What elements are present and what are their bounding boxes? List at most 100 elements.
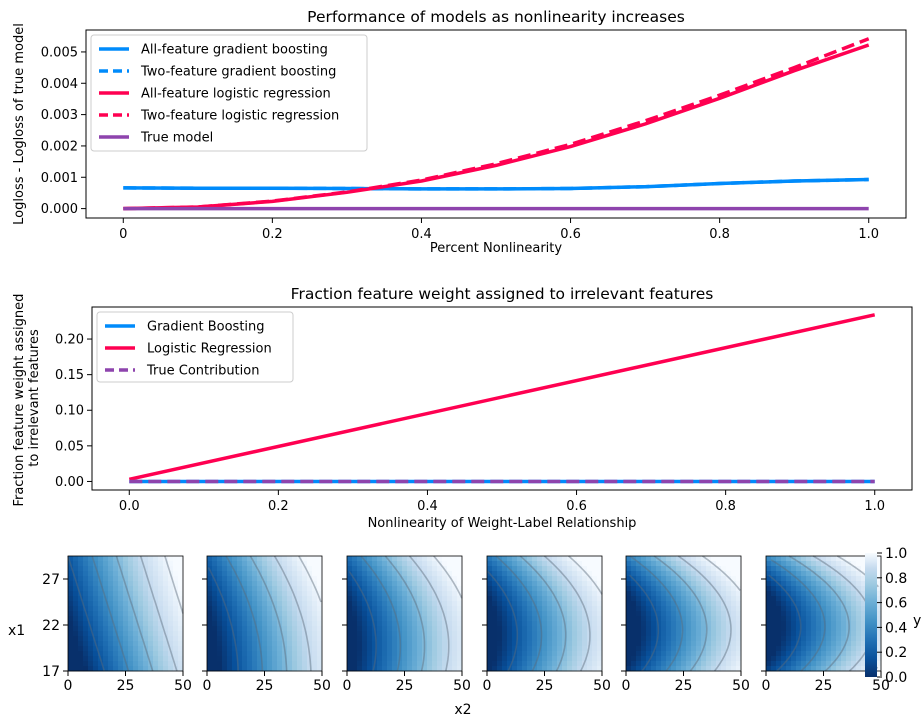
heatmap-cell <box>432 656 438 662</box>
heatmap-cell <box>252 611 258 617</box>
heatmap-cell <box>362 661 368 667</box>
heatmap-cell <box>178 636 184 642</box>
heatmap-cell <box>302 576 308 582</box>
heatmap-cell <box>582 616 588 622</box>
heatmap-cell <box>841 606 847 612</box>
colorbar-gradient <box>865 553 877 677</box>
heatmap-cell <box>686 621 692 627</box>
heatmap-cell <box>532 606 538 612</box>
heatmap-cell <box>148 651 154 657</box>
heatmap-cell <box>282 641 288 647</box>
heatmap-contour <box>770 559 826 672</box>
chart1-ytick-label: 0.001 <box>41 171 78 186</box>
heatmap-cell <box>806 646 812 652</box>
heatmap-cell <box>716 666 722 672</box>
heatmap-cell <box>297 556 303 562</box>
heatmap-cell <box>123 566 129 572</box>
heatmap-cell <box>826 631 832 637</box>
heatmap-cell <box>88 636 94 642</box>
heatmap-cell <box>771 596 777 602</box>
heatmap-cell <box>452 591 458 597</box>
heatmap-cell <box>841 591 847 597</box>
heatmap-cell <box>681 591 687 597</box>
heatmap-cell <box>163 571 169 577</box>
heatmap-cell <box>537 616 543 622</box>
heatmap-cell <box>143 636 149 642</box>
heatmap-cell <box>836 616 842 622</box>
heatmap-cell <box>731 661 737 667</box>
heatmap-cell <box>262 561 268 567</box>
heatmap-cell <box>407 561 413 567</box>
heatmap-cell <box>113 656 119 662</box>
heatmap-cell <box>73 576 79 582</box>
heatmap-cell <box>83 616 89 622</box>
heatmap-cell <box>636 626 642 632</box>
heatmap-cell <box>522 561 528 567</box>
heatmap-cell <box>776 556 782 562</box>
heatmap-cell <box>676 621 682 627</box>
heatmap-cell <box>138 656 144 662</box>
heatmap-cell <box>417 596 423 602</box>
heatmap-cell <box>292 581 298 587</box>
heatmap-cell <box>367 631 373 637</box>
heatmap-cell <box>382 646 388 652</box>
heatmap-cell <box>282 636 288 642</box>
heatmap-cell <box>681 571 687 577</box>
heatmap-cell <box>357 601 363 607</box>
heatmap-cell <box>118 636 124 642</box>
heatmap-cell <box>552 566 558 572</box>
heatmap-cell <box>103 646 109 652</box>
heatmap-cell <box>851 601 857 607</box>
heatmap-cell <box>427 606 433 612</box>
heatmap-cell <box>138 626 144 632</box>
heatmap-cell <box>402 611 408 617</box>
heatmap-cell <box>582 561 588 567</box>
heatmap-cell <box>696 611 702 617</box>
heatmap-cell <box>572 591 578 597</box>
heatmap-cell <box>776 581 782 587</box>
heatmap-cell <box>791 556 797 562</box>
heatmap-cell <box>676 606 682 612</box>
heatmap-cell <box>567 606 573 612</box>
heatmap-cell <box>686 571 692 577</box>
heatmap-cell <box>661 586 667 592</box>
heatmap-cell <box>217 601 223 607</box>
heatmap-cell <box>497 571 503 577</box>
heatmap-cell <box>636 641 642 647</box>
heatmap-cell <box>656 661 662 667</box>
heatmap-cell <box>736 651 742 657</box>
heatmap-cell <box>532 626 538 632</box>
heatmap-contour <box>348 570 377 672</box>
heatmap-cell <box>78 556 84 562</box>
chart2-ylabel: Fraction feature weight assigned to irre… <box>12 289 42 506</box>
heatmap-cell <box>826 636 832 642</box>
heatmap-cell <box>696 586 702 592</box>
heatmap-cell <box>846 641 852 647</box>
heatmap-cell <box>217 586 223 592</box>
heatmap-cell <box>123 616 129 622</box>
heatmap-cell <box>103 601 109 607</box>
heatmap-cell <box>432 621 438 627</box>
heatmap-cell <box>437 566 443 572</box>
heatmap-cell <box>207 636 213 642</box>
heatmap-cell <box>796 646 802 652</box>
heatmap-cell <box>726 636 732 642</box>
heatmap-cell <box>83 621 89 627</box>
heatmap-cell <box>542 631 548 637</box>
heatmap-cell <box>252 556 258 562</box>
heatmap-cell <box>736 556 742 562</box>
heatmap-cell <box>562 631 568 637</box>
heatmap-cell <box>397 601 403 607</box>
heatmap-cell <box>786 636 792 642</box>
heatmap-cell <box>277 616 283 622</box>
heatmap-cell <box>547 626 553 632</box>
heatmap-cell <box>217 666 223 672</box>
heatmap-cell <box>671 601 677 607</box>
heatmap-cell <box>646 661 652 667</box>
heatmap-cell <box>676 661 682 667</box>
heatmap-cell <box>232 636 238 642</box>
heatmap-cell <box>317 601 323 607</box>
heatmap-cell <box>597 641 603 647</box>
heatmap-cell <box>656 561 662 567</box>
heatmap-cell <box>98 666 104 672</box>
